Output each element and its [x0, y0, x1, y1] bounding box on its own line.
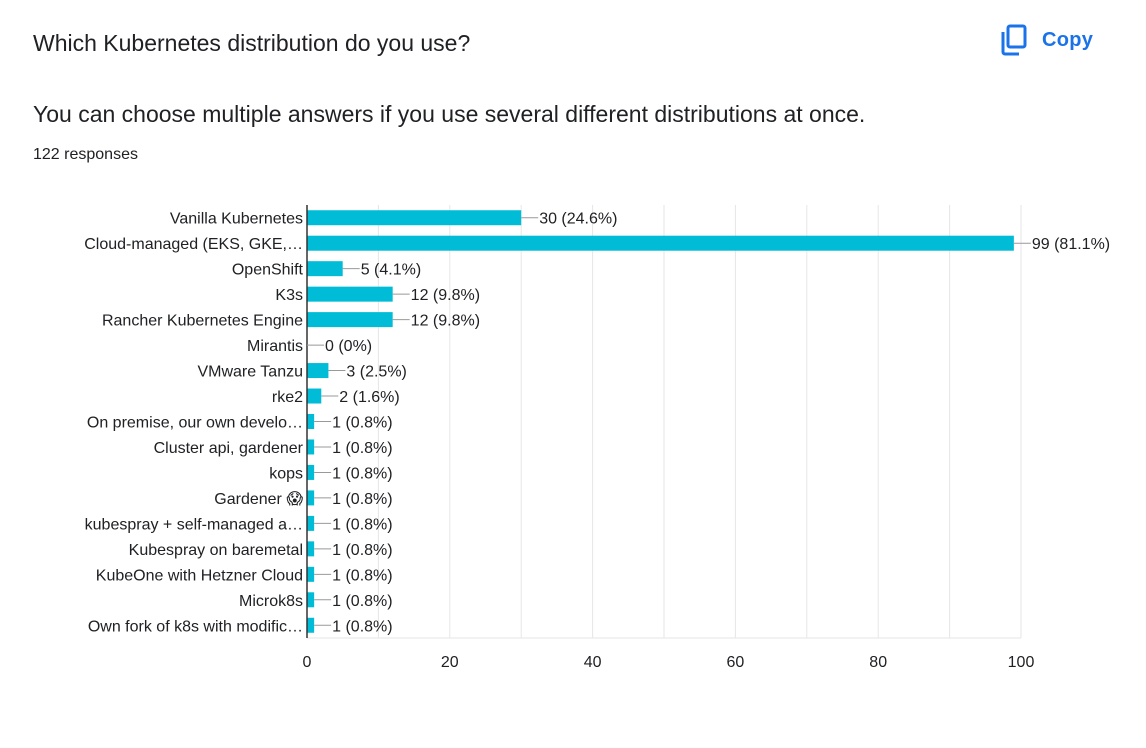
bar	[307, 566, 315, 582]
data-label: 3 (2.5%)	[346, 364, 406, 381]
bars	[307, 210, 1014, 633]
category-label: Cloud-managed (EKS, GKE,…	[84, 236, 303, 253]
x-tick-label: 0	[303, 654, 312, 671]
category-label: On premise, our own develo…	[87, 415, 303, 432]
bar	[307, 414, 315, 429]
response-count: 122 responses	[33, 146, 138, 163]
bar	[307, 464, 315, 480]
bar	[307, 286, 393, 302]
category-label: KubeOne with Hetzner Cloud	[96, 567, 303, 584]
data-label: 12 (9.8%)	[411, 287, 480, 304]
labels: 0 20 40 60 80 100 30 (24.6%) Vanilla Kubernetes…	[84, 211, 1110, 671]
category-label: Vanilla Kubernetes	[170, 211, 303, 228]
x-tick-label: 80	[869, 654, 887, 671]
category-label: Kubespray on baremetal	[129, 542, 303, 559]
bar	[307, 541, 315, 557]
grid-lines	[307, 205, 1022, 639]
category-label: kubespray + self-managed a…	[85, 516, 303, 533]
data-label: 0 (0%)	[325, 338, 372, 355]
bar	[307, 592, 315, 608]
data-label: 2 (1.6%)	[339, 389, 399, 406]
data-label: 12 (9.8%)	[411, 313, 480, 330]
category-label: Own fork of k8s with modific…	[88, 618, 303, 635]
bar	[307, 235, 1014, 251]
data-label: 1 (0.8%)	[332, 465, 392, 482]
data-label: 99 (81.1%)	[1032, 236, 1110, 253]
category-label: VMware Tanzu	[197, 364, 303, 381]
bar	[307, 210, 522, 226]
category-label: Rancher Kubernetes Engine	[102, 313, 303, 330]
bar	[307, 261, 343, 277]
question-description: You can choose multiple answers if you u…	[33, 101, 866, 127]
x-tick-label: 20	[441, 654, 459, 671]
category-label: OpenShift	[232, 262, 304, 279]
category-label: K3s	[275, 287, 303, 304]
bar	[307, 490, 315, 506]
data-label: 1 (0.8%)	[332, 440, 392, 457]
bar	[307, 617, 315, 633]
data-label: 30 (24.6%)	[539, 211, 617, 228]
data-label: 1 (0.8%)	[332, 415, 392, 432]
category-label: Mirantis	[247, 338, 303, 355]
bar	[307, 388, 322, 404]
copy-button[interactable]: Copy	[1000, 20, 1120, 60]
x-tick-label: 60	[727, 654, 745, 671]
data-label: 1 (0.8%)	[332, 618, 392, 635]
category-label: Cluster api, gardener	[154, 440, 304, 457]
copy-label: Copy	[1042, 28, 1094, 51]
data-label: 1 (0.8%)	[332, 516, 392, 533]
bar	[307, 312, 393, 328]
category-label: Gardener 😱	[214, 491, 303, 508]
category-label: rke2	[272, 389, 303, 406]
data-label: 1 (0.8%)	[332, 593, 392, 610]
copy-icon	[1001, 24, 1027, 56]
category-label: Microk8s	[239, 593, 303, 610]
data-label: 1 (0.8%)	[332, 491, 392, 508]
bar	[307, 363, 329, 379]
question-title: Which Kubernetes distribution do you use…	[33, 30, 471, 56]
category-label: kops	[269, 465, 303, 482]
x-tick-label: 100	[1008, 654, 1035, 671]
bar	[307, 439, 315, 455]
bar	[307, 515, 315, 531]
data-label: 1 (0.8%)	[332, 567, 392, 584]
data-label: 5 (4.1%)	[361, 262, 421, 279]
data-label: 1 (0.8%)	[332, 542, 392, 559]
x-tick-label: 40	[584, 654, 602, 671]
